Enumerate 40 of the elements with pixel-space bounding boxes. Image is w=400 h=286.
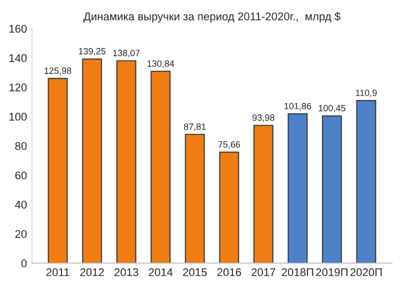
- y-tick-label: 20: [15, 230, 27, 238]
- chart-title: Динамика выручки за период 2011-2020г., млрд $: [83, 12, 340, 23]
- x-tick-label: 2014: [148, 268, 173, 276]
- y-tick-label: 60: [15, 171, 27, 180]
- x-tick-label: 2012: [80, 268, 104, 276]
- y-tick-label: 160: [9, 24, 27, 33]
- bar: [116, 60, 136, 264]
- x-tick-label: 2018П: [282, 268, 314, 276]
- x-tick-label: 2016: [217, 268, 242, 276]
- bar: [82, 58, 102, 264]
- x-tick-label: 2015: [183, 268, 207, 276]
- bar: [184, 134, 205, 264]
- x-tick-label: 2011: [46, 268, 70, 276]
- data-label: 139,25: [78, 48, 106, 56]
- y-tick-label: 80: [15, 142, 27, 150]
- y-tick-label: 120: [9, 83, 27, 92]
- y-tick-label: 100: [9, 112, 27, 121]
- data-label: 125,98: [44, 68, 72, 75]
- x-tick-label: 2017: [252, 268, 276, 276]
- bar: [150, 70, 171, 264]
- data-label: 101,86: [284, 102, 312, 110]
- x-tick-label: 2013: [114, 268, 138, 276]
- bar: [288, 113, 308, 264]
- y-tick-label: 40: [15, 200, 27, 209]
- bar: [322, 115, 342, 264]
- bar: [356, 100, 376, 264]
- data-label: 75,66: [218, 141, 240, 149]
- data-label: 87,81: [184, 123, 206, 131]
- bar: [253, 124, 274, 264]
- data-label: 100,45: [318, 104, 346, 112]
- bar: [48, 78, 68, 264]
- x-tick-label: 2019П: [316, 268, 348, 276]
- data-label: 130,84: [147, 60, 174, 68]
- x-tick-label: 2020П: [350, 268, 382, 276]
- y-tick-label: 0: [21, 259, 27, 268]
- data-label: 93,98: [252, 114, 274, 122]
- data-label: 138,07: [113, 50, 140, 58]
- y-tick-label: 140: [9, 54, 27, 62]
- bar: [219, 152, 240, 264]
- data-label: 110,9: [356, 90, 377, 98]
